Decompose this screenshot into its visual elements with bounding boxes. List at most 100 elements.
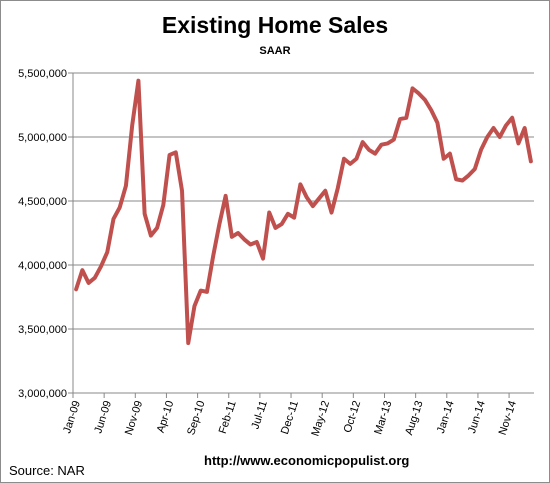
- data-point: [473, 167, 477, 171]
- x-tick-label: Jan-09: [61, 399, 83, 435]
- data-point: [105, 250, 109, 254]
- data-point: [348, 162, 352, 166]
- data-point: [136, 79, 140, 83]
- y-tick-label: 4,000,000: [18, 260, 67, 272]
- data-point: [454, 177, 458, 181]
- data-point: [398, 117, 402, 121]
- x-tick-label: Sep-10: [185, 399, 207, 436]
- x-tick-label: Nov-09: [123, 399, 145, 436]
- data-point: [155, 226, 159, 230]
- x-tick-label: Aug-13: [403, 399, 425, 436]
- x-tick-label: May-12: [309, 399, 332, 438]
- data-point: [280, 222, 284, 226]
- data-point: [361, 140, 365, 144]
- data-point: [317, 196, 321, 200]
- series-line: [74, 78, 533, 346]
- data-point: [367, 148, 371, 152]
- data-point: [255, 240, 259, 244]
- data-point: [74, 287, 78, 291]
- data-point: [342, 157, 346, 161]
- data-point: [149, 234, 153, 238]
- data-point: [379, 143, 383, 147]
- data-point: [336, 186, 340, 190]
- data-point: [529, 159, 533, 163]
- data-point: [460, 179, 464, 183]
- data-point: [192, 304, 196, 308]
- data-point: [354, 157, 358, 161]
- data-point: [417, 91, 421, 95]
- data-point: [224, 194, 228, 198]
- y-axis-tick-labels: 3,000,000 3,500,000 4,000,000 4,500,000 5,00…: [18, 68, 67, 400]
- gridlines: [73, 72, 534, 330]
- data-point: [292, 216, 296, 220]
- source-note: Source: NAR: [9, 463, 85, 478]
- data-point: [249, 243, 253, 247]
- data-point: [124, 184, 128, 188]
- x-tick-label: Apr-10: [155, 399, 177, 434]
- data-point: [467, 173, 471, 177]
- series-layer: [74, 78, 533, 346]
- data-point: [510, 116, 514, 120]
- data-point: [523, 126, 527, 130]
- data-point: [411, 86, 415, 90]
- data-point: [386, 141, 390, 145]
- data-point: [205, 290, 209, 294]
- y-tick-label: 5,000,000: [18, 132, 67, 144]
- data-point: [498, 135, 502, 139]
- chart-subtitle: SAAR: [259, 45, 291, 57]
- data-point: [168, 153, 172, 157]
- data-point: [143, 212, 147, 216]
- data-point: [373, 152, 377, 156]
- axes: [68, 72, 534, 398]
- data-point: [242, 237, 246, 241]
- y-tick-label: 5,500,000: [18, 68, 67, 80]
- y-tick-label: 4,500,000: [18, 196, 67, 208]
- data-point: [404, 116, 408, 120]
- data-point: [217, 222, 221, 226]
- data-point: [323, 189, 327, 193]
- x-tick-label: Oct-12: [342, 399, 364, 434]
- x-tick-label: Nov-14: [497, 399, 519, 436]
- data-point: [442, 157, 446, 161]
- data-point: [118, 205, 122, 209]
- data-point: [479, 148, 483, 152]
- x-tick-label: Dec-11: [279, 399, 301, 436]
- data-point: [330, 211, 334, 215]
- data-point: [435, 121, 439, 125]
- x-axis-tick-labels: Jan-09 Jun-09 Nov-09 Apr-10 Sep-10 Feb-11 Jul-…: [61, 399, 519, 438]
- data-point: [130, 123, 134, 127]
- data-point: [80, 268, 84, 272]
- data-point: [174, 150, 178, 154]
- x-tick-label: Mar-13: [372, 399, 394, 436]
- data-point: [273, 226, 277, 230]
- data-point: [311, 204, 315, 208]
- data-point: [199, 289, 203, 293]
- data-point: [267, 211, 271, 215]
- data-point: [93, 276, 97, 280]
- x-tick-label: Jun-09: [92, 399, 114, 435]
- x-tick-label: Jun-14: [466, 399, 488, 435]
- data-point: [161, 203, 165, 207]
- data-point: [186, 341, 190, 345]
- data-point: [392, 138, 396, 142]
- data-point: [211, 254, 215, 258]
- data-point: [99, 264, 103, 268]
- data-point: [423, 98, 427, 102]
- data-point: [261, 257, 265, 261]
- x-tick-label: Jul-11: [249, 399, 269, 430]
- data-point: [492, 126, 496, 130]
- data-point: [516, 141, 520, 145]
- data-point: [286, 212, 290, 216]
- chart-title: Existing Home Sales: [161, 12, 389, 38]
- data-point: [504, 123, 508, 127]
- x-tick-label: Feb-11: [217, 399, 239, 435]
- y-tick-label: 3,500,000: [18, 324, 67, 336]
- data-point: [180, 189, 184, 193]
- data-point: [448, 152, 452, 156]
- data-point: [87, 281, 91, 285]
- data-point: [485, 135, 489, 139]
- data-point: [111, 217, 115, 221]
- data-point: [305, 195, 309, 199]
